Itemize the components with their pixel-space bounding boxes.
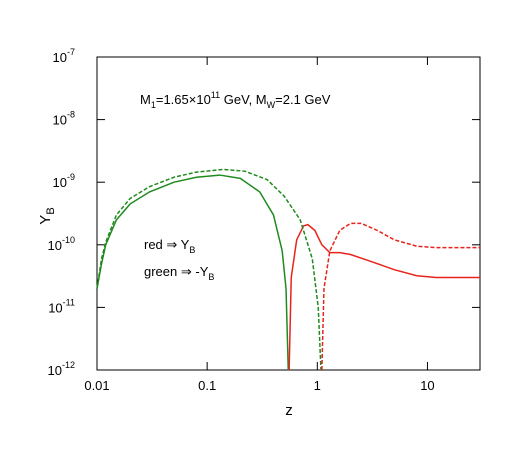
x-axis-label: z: [285, 402, 293, 419]
y-tick-label: 10-12: [48, 360, 75, 378]
legend-text: red ⇒ YB: [144, 237, 195, 255]
y-tick-exponent: -12: [62, 360, 75, 370]
y-tick-label: 10-8: [53, 110, 75, 128]
line-series: [96, 174, 290, 371]
y-tick-exponent: -9: [67, 172, 75, 182]
annotation: M1=1.65×1011 GeV, MW=2.1 GeV: [140, 90, 331, 110]
y-tick-label: 10-11: [48, 297, 75, 315]
legend-text: green ⇒ -YB: [144, 264, 214, 282]
y-tick-exponent: -7: [67, 47, 75, 57]
line-series: [288, 223, 480, 371]
line-series: [321, 222, 480, 371]
plot-frame: [96, 56, 481, 371]
x-tick-label: 0.1: [198, 378, 216, 393]
y-tick-base: 10: [48, 300, 62, 315]
y-tick-base: 10: [48, 238, 62, 253]
y-tick-exponent: -11: [63, 297, 75, 307]
y-tick-base: 10: [53, 113, 67, 128]
x-tick-label: 10: [420, 378, 434, 393]
x-tick-label: 1: [314, 378, 321, 393]
y-tick-exponent: -10: [62, 235, 75, 245]
y-tick-base: 10: [53, 50, 67, 65]
y-axis-label: YB: [37, 207, 57, 224]
line-series: [96, 168, 322, 371]
y-tick-base: 10: [53, 175, 67, 190]
y-tick-base: 10: [48, 363, 62, 378]
x-tick-label: 0.01: [84, 378, 109, 393]
y-tick-exponent: -8: [67, 110, 75, 120]
y-tick-label: 10-7: [53, 47, 75, 65]
y-tick-label: 10-10: [48, 235, 75, 253]
y-tick-label: 10-9: [53, 172, 75, 190]
